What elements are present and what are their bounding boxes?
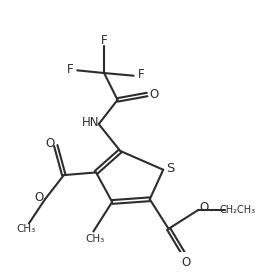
Text: O: O <box>45 137 55 150</box>
Text: F: F <box>66 62 73 76</box>
Text: O: O <box>181 256 191 269</box>
Text: HN: HN <box>81 116 99 129</box>
Text: CH₃: CH₃ <box>85 234 104 244</box>
Text: F: F <box>101 34 108 47</box>
Text: CH₂CH₃: CH₂CH₃ <box>220 205 256 215</box>
Text: S: S <box>167 162 175 175</box>
Text: CH₃: CH₃ <box>16 224 35 234</box>
Text: F: F <box>138 68 144 81</box>
Text: O: O <box>149 88 158 101</box>
Text: O: O <box>35 191 44 204</box>
Text: O: O <box>200 201 209 214</box>
